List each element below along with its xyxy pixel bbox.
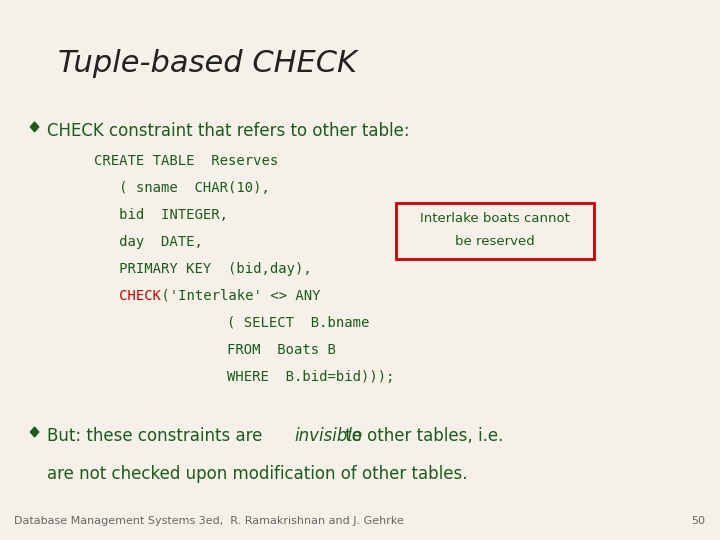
Text: ( sname  CHAR(10),: ( sname CHAR(10), [94, 181, 269, 195]
Text: CREATE TABLE  Reserves: CREATE TABLE Reserves [94, 154, 278, 168]
Polygon shape [30, 427, 39, 437]
Polygon shape [30, 122, 39, 132]
Text: But: these constraints are: But: these constraints are [47, 427, 267, 444]
Text: bid  INTEGER,: bid INTEGER, [94, 208, 228, 222]
Text: ( SELECT  B.bname: ( SELECT B.bname [227, 316, 369, 330]
Text: are not checked upon modification of other tables.: are not checked upon modification of oth… [47, 465, 467, 483]
Text: to other tables, i.e.: to other tables, i.e. [340, 427, 503, 444]
Text: invisible: invisible [294, 427, 363, 444]
FancyBboxPatch shape [396, 202, 594, 259]
Text: CHECK constraint that refers to other table:: CHECK constraint that refers to other ta… [47, 122, 410, 139]
Text: 50: 50 [692, 516, 706, 526]
Text: Database Management Systems 3ed,  R. Ramakrishnan and J. Gehrke: Database Management Systems 3ed, R. Rama… [14, 516, 404, 526]
Text: be reserved: be reserved [455, 235, 535, 248]
Text: Tuple-based CHECK: Tuple-based CHECK [58, 49, 356, 78]
Text: CHECK: CHECK [94, 289, 161, 303]
Text: ('Interlake' <> ANY: ('Interlake' <> ANY [153, 289, 320, 303]
Text: PRIMARY KEY  (bid,day),: PRIMARY KEY (bid,day), [94, 262, 311, 276]
Text: FROM  Boats B: FROM Boats B [227, 343, 336, 357]
Text: Interlake boats cannot: Interlake boats cannot [420, 212, 570, 225]
Text: day  DATE,: day DATE, [94, 235, 202, 249]
Text: WHERE  B.bid=bid)));: WHERE B.bid=bid))); [227, 370, 395, 384]
